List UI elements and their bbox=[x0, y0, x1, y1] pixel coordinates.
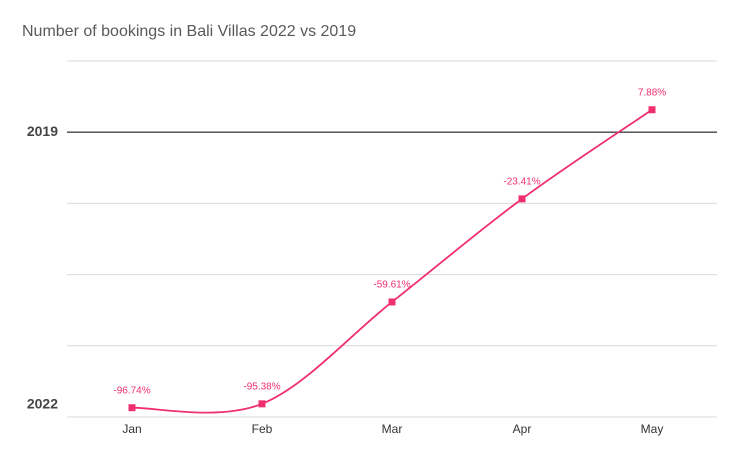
x-tick-label: May bbox=[641, 422, 664, 436]
data-label: -96.74% bbox=[113, 385, 150, 396]
x-tick-label: Mar bbox=[382, 422, 403, 436]
y-tick-label: 2019 bbox=[27, 123, 58, 139]
data-label: 7.88% bbox=[638, 87, 666, 98]
x-tick-label: Jan bbox=[122, 422, 141, 436]
y-tick-label: 2022 bbox=[27, 396, 58, 412]
data-label: -59.61% bbox=[373, 280, 410, 291]
point bbox=[648, 106, 656, 114]
point bbox=[258, 400, 266, 408]
point bbox=[388, 298, 396, 306]
x-tick-label: Apr bbox=[513, 422, 532, 436]
data-label: -23.41% bbox=[503, 177, 540, 188]
point bbox=[518, 195, 526, 203]
chart-title: Number of bookings in Bali Villas 2022 v… bbox=[22, 23, 356, 40]
point bbox=[128, 404, 136, 412]
x-tick-label: Feb bbox=[252, 422, 273, 436]
data-label: -95.38% bbox=[243, 381, 280, 392]
